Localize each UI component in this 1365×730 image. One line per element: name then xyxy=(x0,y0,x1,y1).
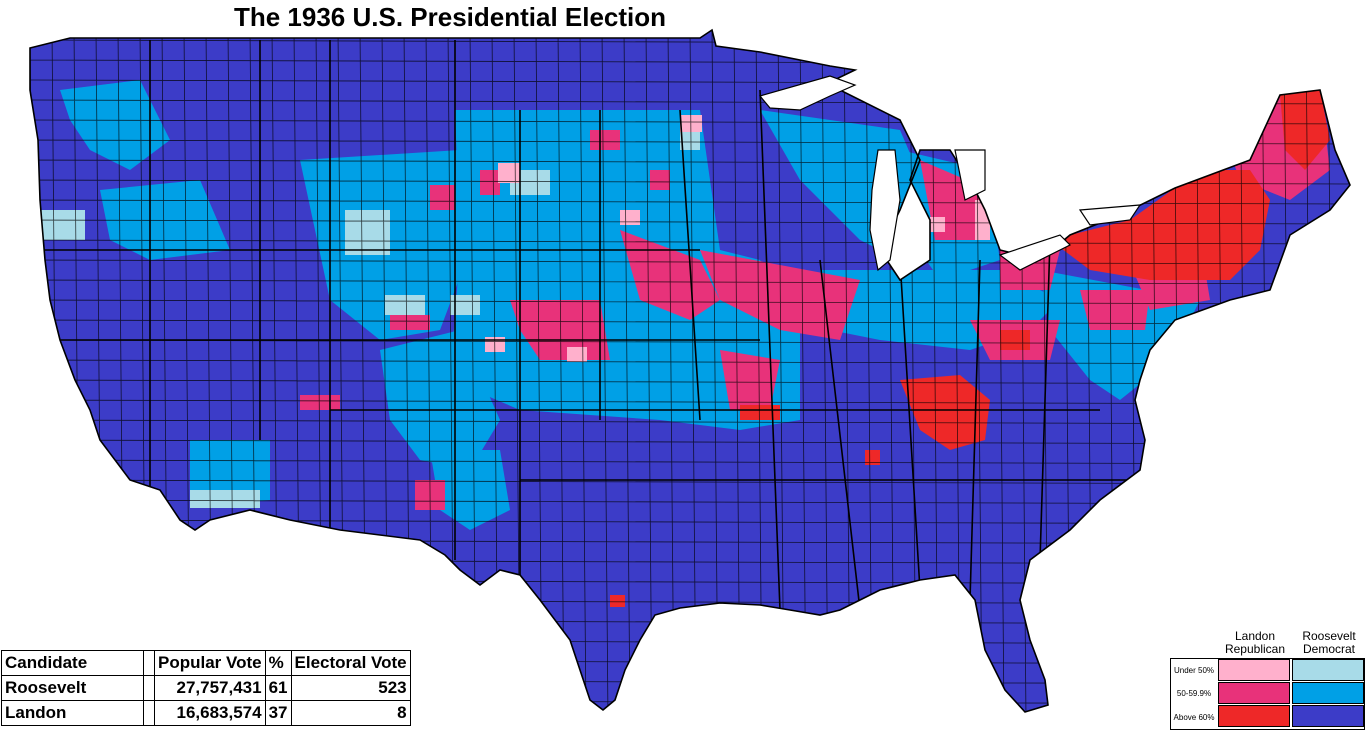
results-table: Candidate Popular Vote % Electoral Vote … xyxy=(1,650,411,726)
legend-rep-line2: Republican xyxy=(1224,642,1286,656)
legend-header-democrat: Roosevelt Democrat xyxy=(1292,630,1365,656)
results-header-row: Candidate Popular Vote % Electoral Vote xyxy=(1,650,411,676)
dem-under50-regions xyxy=(40,130,700,508)
legend-row-under50: Under 50% xyxy=(1173,666,1215,675)
candidate-name: Roosevelt xyxy=(1,675,144,701)
popular-vote-value: 16,683,574 xyxy=(154,700,266,726)
electoral-vote-value: 523 xyxy=(290,675,411,701)
swatch-rep-50-60 xyxy=(1218,682,1290,704)
swatch-rep-under50 xyxy=(1218,659,1290,681)
electoral-vote-value: 8 xyxy=(290,700,411,726)
header-blank xyxy=(143,650,155,676)
swatch-dem-50-60 xyxy=(1292,682,1364,704)
header-candidate: Candidate xyxy=(1,650,144,676)
legend-row-above60: Above 60% xyxy=(1173,713,1215,722)
swatch-dem-under50 xyxy=(1292,659,1364,681)
header-electoral-vote: Electoral Vote xyxy=(290,650,411,676)
map-title: The 1936 U.S. Presidential Election xyxy=(233,2,667,32)
table-row: Landon 16,683,574 37 8 xyxy=(1,700,411,726)
header-popular-vote: Popular Vote xyxy=(154,650,266,676)
legend-row-50-60: 50-59.9% xyxy=(1176,689,1212,698)
row-blank xyxy=(143,700,155,726)
candidate-name: Landon xyxy=(1,700,144,726)
legend-dem-line2: Democrat xyxy=(1302,642,1355,656)
percent-value: 37 xyxy=(264,700,292,726)
map-legend: Landon Republican Roosevelt Democrat Und… xyxy=(1170,630,1365,730)
swatch-rep-above60 xyxy=(1218,705,1290,727)
legend-header-republican: Landon Republican xyxy=(1218,630,1292,656)
header-percent: % xyxy=(264,650,292,676)
rep-above60-regions xyxy=(610,90,1330,607)
great-lakes xyxy=(758,75,1142,272)
swatch-dem-above60 xyxy=(1292,705,1364,727)
state-boundaries xyxy=(40,40,1140,611)
legend-dem-line1: Roosevelt xyxy=(1302,629,1356,643)
table-row: Roosevelt 27,757,431 61 523 xyxy=(1,675,411,701)
legend-rep-line1: Landon xyxy=(1234,629,1276,643)
row-blank xyxy=(143,675,155,701)
popular-vote-value: 27,757,431 xyxy=(154,675,266,701)
percent-value: 61 xyxy=(264,675,292,701)
